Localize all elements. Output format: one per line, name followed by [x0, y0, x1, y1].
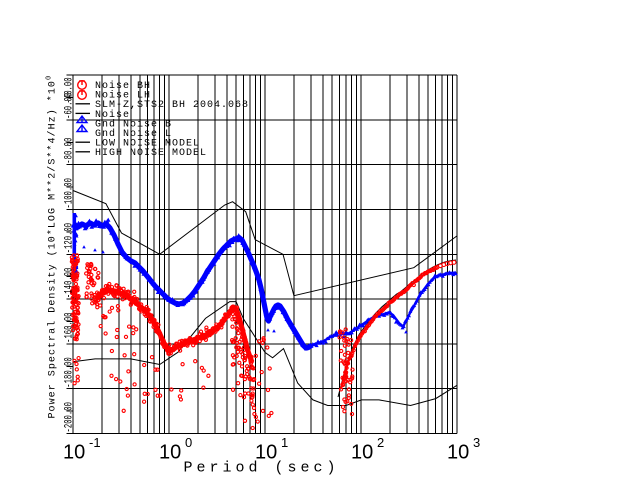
svg-text:HIGH NOISE MODEL: HIGH NOISE MODEL [95, 148, 207, 159]
svg-text:-60.00: -60.00 [62, 93, 75, 119]
svg-text:Period (sec): Period (sec) [184, 460, 340, 477]
svg-text:10: 10 [255, 442, 277, 464]
svg-text:-1: -1 [89, 435, 101, 450]
svg-text:Gnd Noise L: Gnd Noise L [95, 128, 172, 140]
svg-text:Noise BH: Noise BH [95, 80, 151, 92]
svg-text:-200.00: -200.00 [62, 402, 75, 432]
svg-text:Noise LH: Noise LH [95, 90, 151, 102]
svg-text:-140.00: -140.00 [62, 268, 75, 298]
svg-text:-160.00: -160.00 [62, 312, 75, 342]
svg-text:Noise: Noise [95, 109, 130, 121]
svg-text:10: 10 [63, 442, 85, 464]
svg-text:10: 10 [351, 442, 373, 464]
svg-text:10: 10 [159, 442, 181, 464]
svg-text:SLM-Z,STS2 BH 2004.068: SLM-Z,STS2 BH 2004.068 [95, 100, 249, 111]
svg-text:0: 0 [185, 435, 192, 450]
svg-text:-120.00: -120.00 [62, 223, 75, 253]
svg-text:-40.00: -40.00 [62, 77, 75, 103]
svg-text:Power Spectral Density (10*LOG: Power Spectral Density (10*LOG M**2/S**4… [46, 75, 59, 419]
svg-text:-180.00: -180.00 [62, 357, 75, 387]
svg-text:LOW NOISE MODEL: LOW NOISE MODEL [95, 139, 200, 150]
svg-text:10: 10 [447, 442, 469, 464]
svg-text:-100.00: -100.00 [62, 178, 75, 208]
svg-text:-80.00: -80.00 [62, 138, 75, 164]
svg-text:2: 2 [377, 435, 384, 450]
svg-text:3: 3 [473, 435, 480, 450]
svg-text:Gnd Noise B: Gnd Noise B [95, 118, 172, 130]
svg-text:1: 1 [281, 435, 288, 450]
